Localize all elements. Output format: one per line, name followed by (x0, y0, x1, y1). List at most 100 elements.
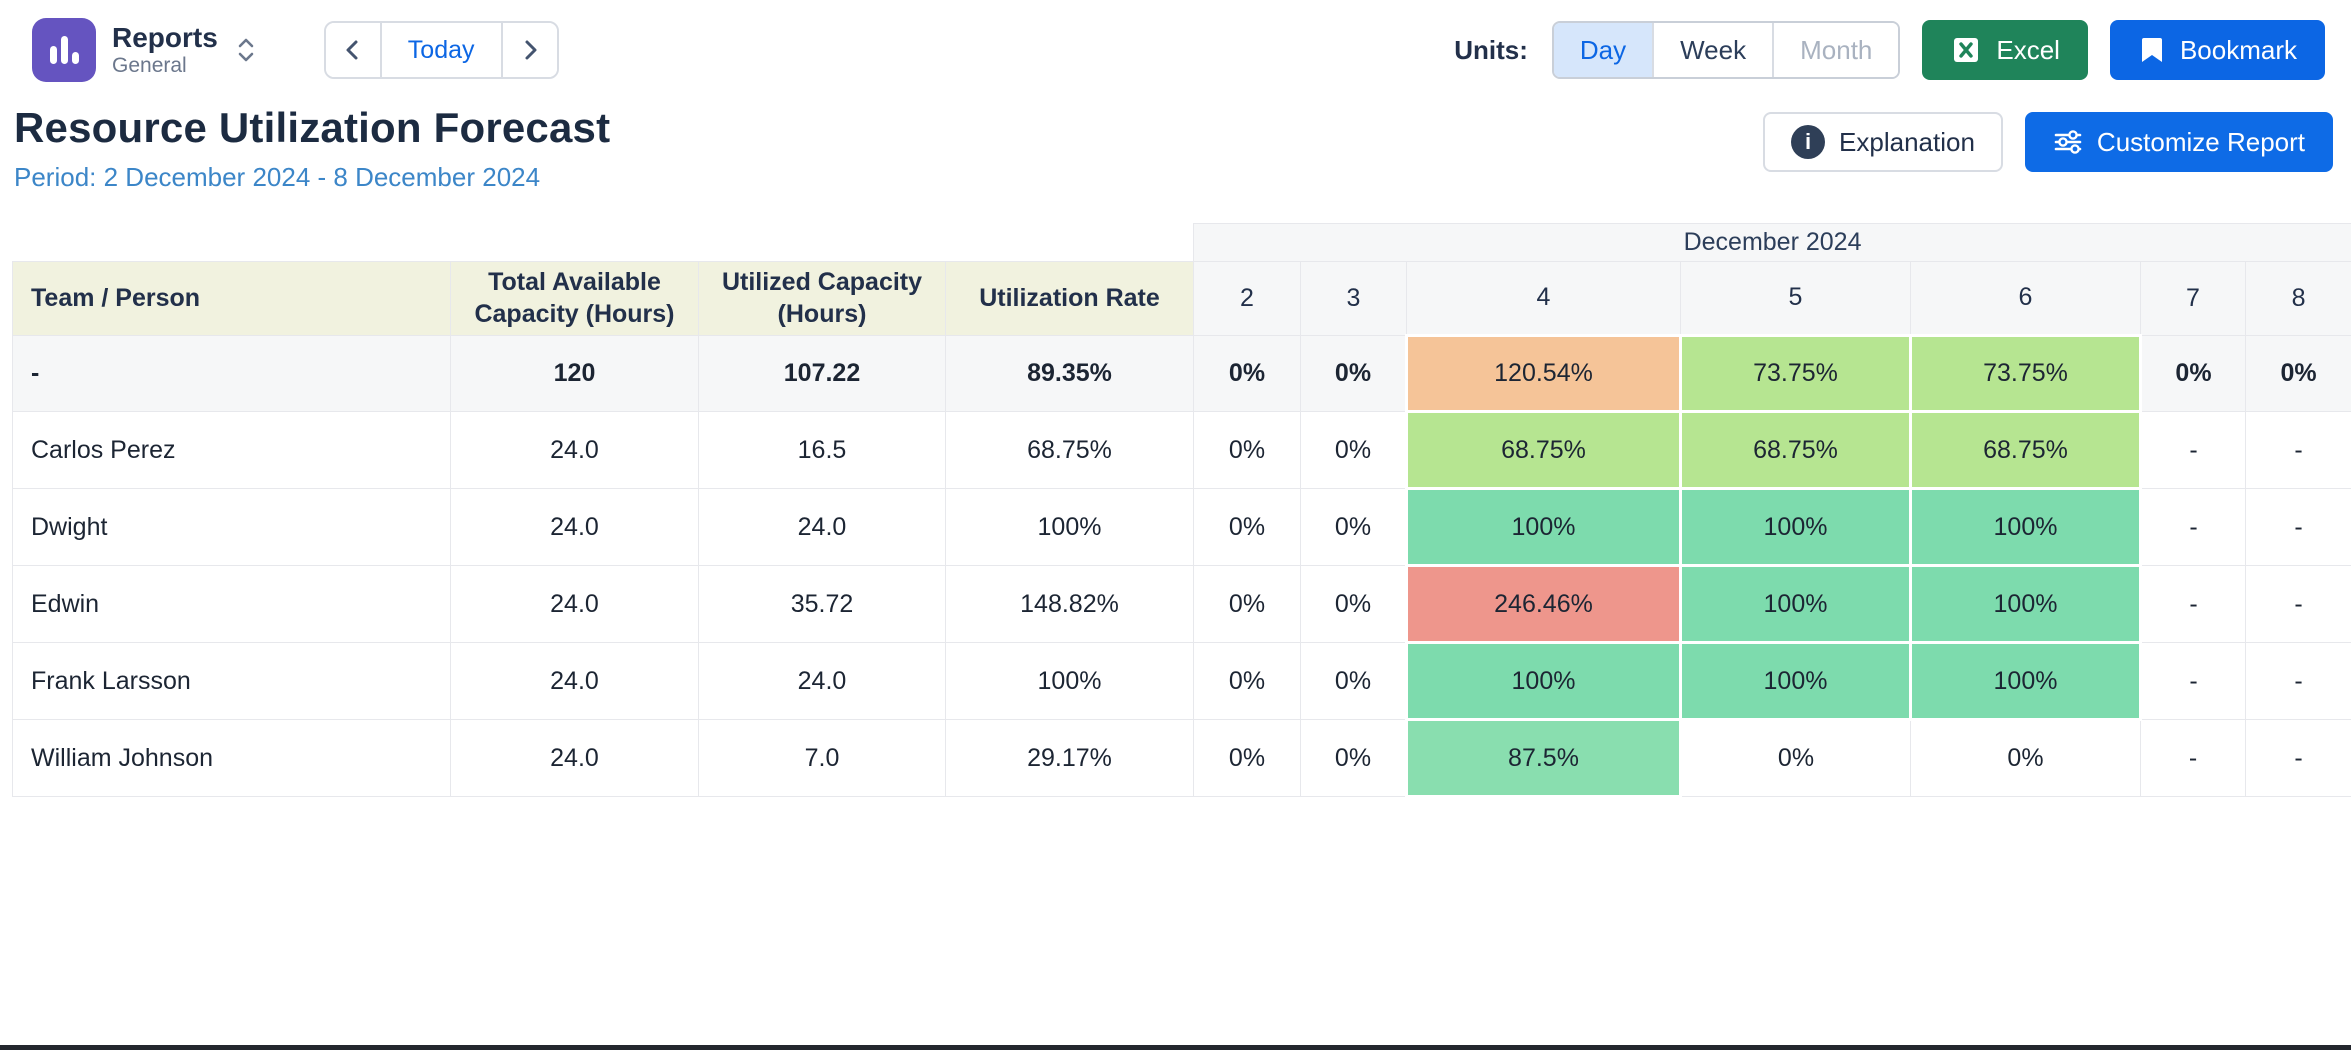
bar-chart-icon (50, 36, 79, 64)
table-cell: 24.0 (450, 565, 699, 643)
info-icon: i (1791, 125, 1826, 159)
table-cell[interactable]: - (2140, 411, 2246, 489)
table-cell[interactable]: 0% (1300, 642, 1407, 720)
chevron-up-down-icon (238, 38, 254, 62)
person-name: Carlos Perez (12, 411, 451, 489)
table-cell[interactable]: 0% (1193, 642, 1301, 720)
chevron-right-icon (525, 40, 537, 60)
table-cell: 24.0 (450, 411, 699, 489)
table-cell[interactable]: 0% (1300, 719, 1407, 797)
utilization-cell[interactable]: 100% (1679, 641, 1912, 721)
table-cell[interactable]: 0% (1910, 719, 2141, 797)
table-cell: 107.22 (698, 335, 946, 412)
utilization-cell[interactable]: 68.75% (1405, 410, 1682, 490)
person-name: Dwight (12, 488, 451, 566)
window-bottom-edge (0, 1045, 2351, 1050)
bookmark-button-label: Bookmark (2179, 34, 2297, 65)
units-label: Units: (1454, 34, 1528, 65)
report-table: December 2024 Team / Person Total Availab… (12, 223, 2351, 798)
utilization-cell[interactable]: 100% (1909, 564, 2142, 644)
customize-report-label: Customize Report (2096, 126, 2305, 157)
utilization-cell[interactable]: 100% (1909, 641, 2142, 721)
excel-icon (1954, 38, 1979, 62)
day-header: 5 (1680, 261, 1911, 336)
table-cell[interactable]: 0% (1300, 488, 1407, 566)
table-cell[interactable]: - (2140, 642, 2246, 720)
utilization-cell[interactable]: 68.75% (1679, 410, 1912, 490)
explanation-button[interactable]: i Explanation (1763, 112, 2003, 172)
table-cell[interactable]: 0% (1300, 565, 1407, 643)
units-option-day[interactable]: Day (1553, 23, 1653, 77)
person-name: Frank Larsson (12, 642, 451, 720)
units-option-week[interactable]: Week (1652, 23, 1773, 77)
table-cell[interactable]: 0% (1193, 488, 1301, 566)
table-cell: 29.17% (945, 719, 1194, 797)
table-row: William Johnson 24.0 7.0 29.17% 0% 0% 87.5% 0% 0… (12, 718, 2351, 798)
month-header-row: December 2024 (12, 223, 2351, 262)
utilization-cell: 120.54% (1405, 334, 1682, 413)
utilization-cell[interactable]: 68.75% (1909, 410, 2142, 490)
next-period-button[interactable] (502, 23, 557, 77)
today-button[interactable]: Today (379, 23, 503, 77)
table-row: Edwin 24.0 35.72 148.82% 0% 0% 246.46% 100% 100%… (12, 564, 2351, 644)
customize-report-button[interactable]: Customize Report (2024, 112, 2333, 172)
day-header: 3 (1300, 261, 1407, 336)
table-cell[interactable]: - (2244, 565, 2351, 643)
excel-export-button[interactable]: Excel (1922, 20, 2088, 80)
table-cell[interactable]: - (2140, 488, 2246, 566)
prev-period-button[interactable] (325, 23, 380, 77)
bookmark-icon (2141, 38, 2162, 62)
day-header: 2 (1193, 261, 1301, 336)
utilization-cell: 73.75% (1909, 334, 2142, 413)
table-cell[interactable]: 0% (1680, 719, 1911, 797)
table-row: -120 107.22 89.35% 0% 0% 120.54% 73.75% 73.75% 0… (12, 334, 2351, 413)
report-table-body: -120 107.22 89.35% 0% 0% 120.54% 73.75% 73.75% 0… (12, 334, 2351, 798)
table-cell: 0% (2244, 335, 2351, 412)
table-cell[interactable]: - (2244, 488, 2351, 566)
day-header: 8 (2244, 261, 2351, 336)
period-nav-group: Today (323, 21, 559, 79)
table-cell[interactable]: 0% (1193, 719, 1301, 797)
page-title: Resource Utilization Forecast (14, 104, 611, 151)
utilization-cell[interactable]: 246.46% (1405, 564, 1682, 644)
table-cell: 24.0 (450, 642, 699, 720)
table-row: Dwight 24.0 24.0 100% 0% 0% 100% 100% 100% - - (12, 487, 2351, 567)
month-header-spacer (12, 223, 1194, 262)
utilization-cell[interactable]: 100% (1405, 641, 1682, 721)
table-cell[interactable]: 0% (1193, 411, 1301, 489)
table-cell[interactable]: - (2244, 719, 2351, 797)
units-option-month[interactable]: Month (1772, 23, 1899, 77)
table-row: Frank Larsson 24.0 24.0 100% 0% 0% 100% 100% 100… (12, 641, 2351, 721)
table-cell: 7.0 (698, 719, 946, 797)
day-header: 4 (1406, 261, 1681, 336)
app-subtitle: General (112, 54, 187, 78)
excel-button-label: Excel (1996, 34, 2060, 65)
bookmark-button[interactable]: Bookmark (2109, 20, 2325, 80)
chevron-left-icon (346, 40, 358, 60)
reports-app-icon (32, 18, 96, 82)
column-header: Utilized Capacity (Hours) (698, 261, 946, 336)
report-selector-button[interactable] (234, 35, 258, 65)
utilization-cell[interactable]: 100% (1405, 487, 1682, 567)
utilization-cell[interactable]: 100% (1679, 487, 1912, 567)
table-cell: 0% (1193, 335, 1301, 412)
utilization-cell[interactable]: 100% (1679, 564, 1912, 644)
table-cell: 24.0 (450, 488, 699, 566)
utilization-cell[interactable]: 100% (1909, 487, 2142, 567)
table-cell[interactable]: 0% (1300, 411, 1407, 489)
report-period: Period: 2 December 2024 - 8 December 202… (14, 162, 541, 192)
table-cell: 120 (450, 335, 699, 412)
table-cell: 24.0 (450, 719, 699, 797)
table-cell[interactable]: - (2244, 411, 2351, 489)
table-cell[interactable]: - (2140, 565, 2246, 643)
table-cell[interactable]: - (2244, 642, 2351, 720)
table-cell: 24.0 (698, 488, 946, 566)
units-segmented-control: Day Week Month (1551, 21, 1901, 79)
app-title: Reports (112, 22, 218, 54)
day-header: 7 (2140, 261, 2246, 336)
table-cell[interactable]: 0% (1193, 565, 1301, 643)
day-header: 6 (1910, 261, 2141, 336)
table-cell: 68.75% (945, 411, 1194, 489)
utilization-cell[interactable]: 87.5% (1405, 718, 1682, 798)
table-cell[interactable]: - (2140, 719, 2246, 797)
